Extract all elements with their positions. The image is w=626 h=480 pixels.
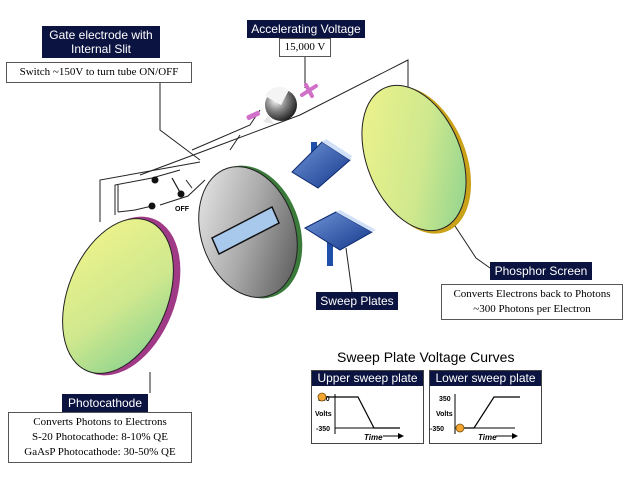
lower-curve-title: Lower sweep plate: [430, 371, 541, 386]
photocathode-disc: [62, 216, 181, 376]
phosphor-screen-disc: [361, 84, 472, 234]
photocathode-line1: Converts Photons to Electrons: [33, 416, 167, 428]
sweep-plate-lower: [303, 210, 376, 266]
wiring: [99, 52, 409, 222]
sweep-leader: [345, 247, 353, 293]
upper-curve-title: Upper sweep plate: [312, 371, 423, 386]
photocathode-info: Converts Photons to Electrons S-20 Photo…: [8, 412, 192, 463]
accelerating-voltage-value: 15,000 V: [279, 38, 331, 57]
gate-title-line2: Internal Slit: [70, 42, 132, 56]
curves-title: Sweep Plate Voltage Curves: [337, 349, 515, 365]
photocathode-line3: GaAsP Photocathode: 30-50% QE: [24, 446, 176, 458]
off-label: OFF: [175, 206, 190, 213]
accelerating-electrode: [246, 83, 318, 124]
gate-title-line1: Gate electrode with: [49, 28, 153, 42]
upper-curve-box: Upper sweep plate: [311, 370, 424, 444]
switch: OFF: [148, 176, 190, 213]
internal-slit: [211, 205, 280, 256]
gate-note: Switch ~150V to turn tube ON/OFF: [6, 62, 192, 83]
phosphor-leader: [454, 225, 491, 269]
photocathode-line2: S-20 Photocathode: 8-10% QE: [32, 431, 168, 443]
accelerating-voltage-label: Accelerating Voltage: [247, 20, 365, 38]
sweep-plate-upper: [291, 139, 352, 189]
sweep-plates-label: Sweep Plates: [316, 292, 398, 310]
phosphor-screen-info: Converts Electrons back to Photons ~300 …: [441, 284, 623, 320]
gate-electrode-label: Gate electrode with Internal Slit: [42, 26, 160, 58]
phosphor-screen-label: Phosphor Screen: [490, 262, 592, 280]
gate-electrode: [198, 165, 303, 299]
photocathode-label: Photocathode: [62, 394, 148, 412]
phosphor-line2: ~300 Photons per Electron: [473, 303, 591, 315]
lower-curve-box: Lower sweep plate: [429, 370, 542, 444]
phosphor-line1: Converts Electrons back to Photons: [453, 288, 611, 300]
